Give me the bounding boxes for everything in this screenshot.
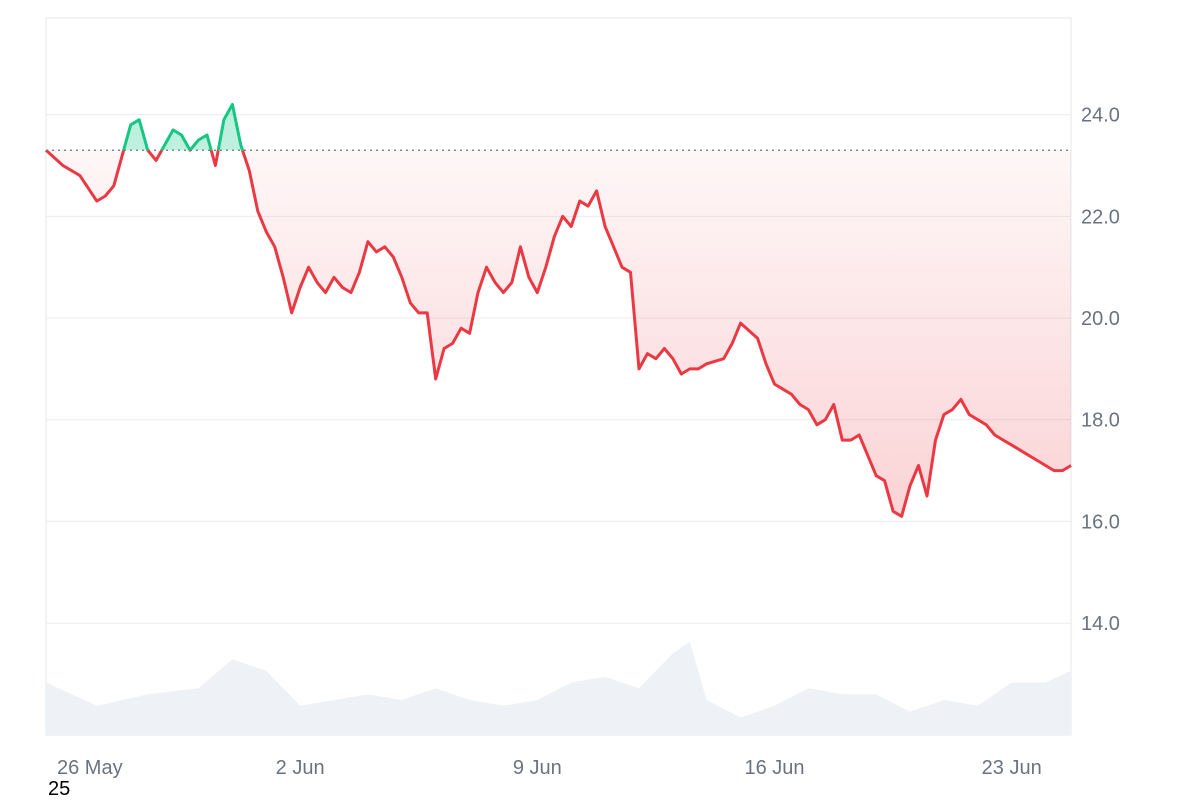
x-tick-label: 26 May bbox=[57, 757, 123, 779]
y-tick-label: 20.0 bbox=[1081, 308, 1120, 330]
price-fill-below-baseline bbox=[46, 150, 1071, 517]
volume-area bbox=[46, 641, 1071, 735]
y-axis-ticks: 24.0 22.0 20.0 18.0 16.0 14.0 bbox=[1081, 105, 1120, 636]
footer-text: 25 bbox=[48, 778, 71, 800]
y-tick-label: 24.0 bbox=[1081, 105, 1120, 127]
x-tick-label: 23 Jun bbox=[982, 757, 1042, 779]
x-tick-label: 2 Jun bbox=[276, 757, 325, 779]
price-line-below-baseline bbox=[44, 150, 1072, 518]
x-tick-label: 16 Jun bbox=[744, 757, 804, 779]
y-tick-label: 22.0 bbox=[1081, 206, 1120, 228]
y-tick-label: 14.0 bbox=[1081, 613, 1120, 635]
y-tick-label: 16.0 bbox=[1081, 511, 1120, 533]
x-tick-label: 9 Jun bbox=[513, 757, 562, 779]
x-axis-ticks: 26 May 2 Jun 9 Jun 16 Jun 23 Jun bbox=[57, 757, 1042, 779]
y-tick-label: 18.0 bbox=[1081, 410, 1120, 432]
